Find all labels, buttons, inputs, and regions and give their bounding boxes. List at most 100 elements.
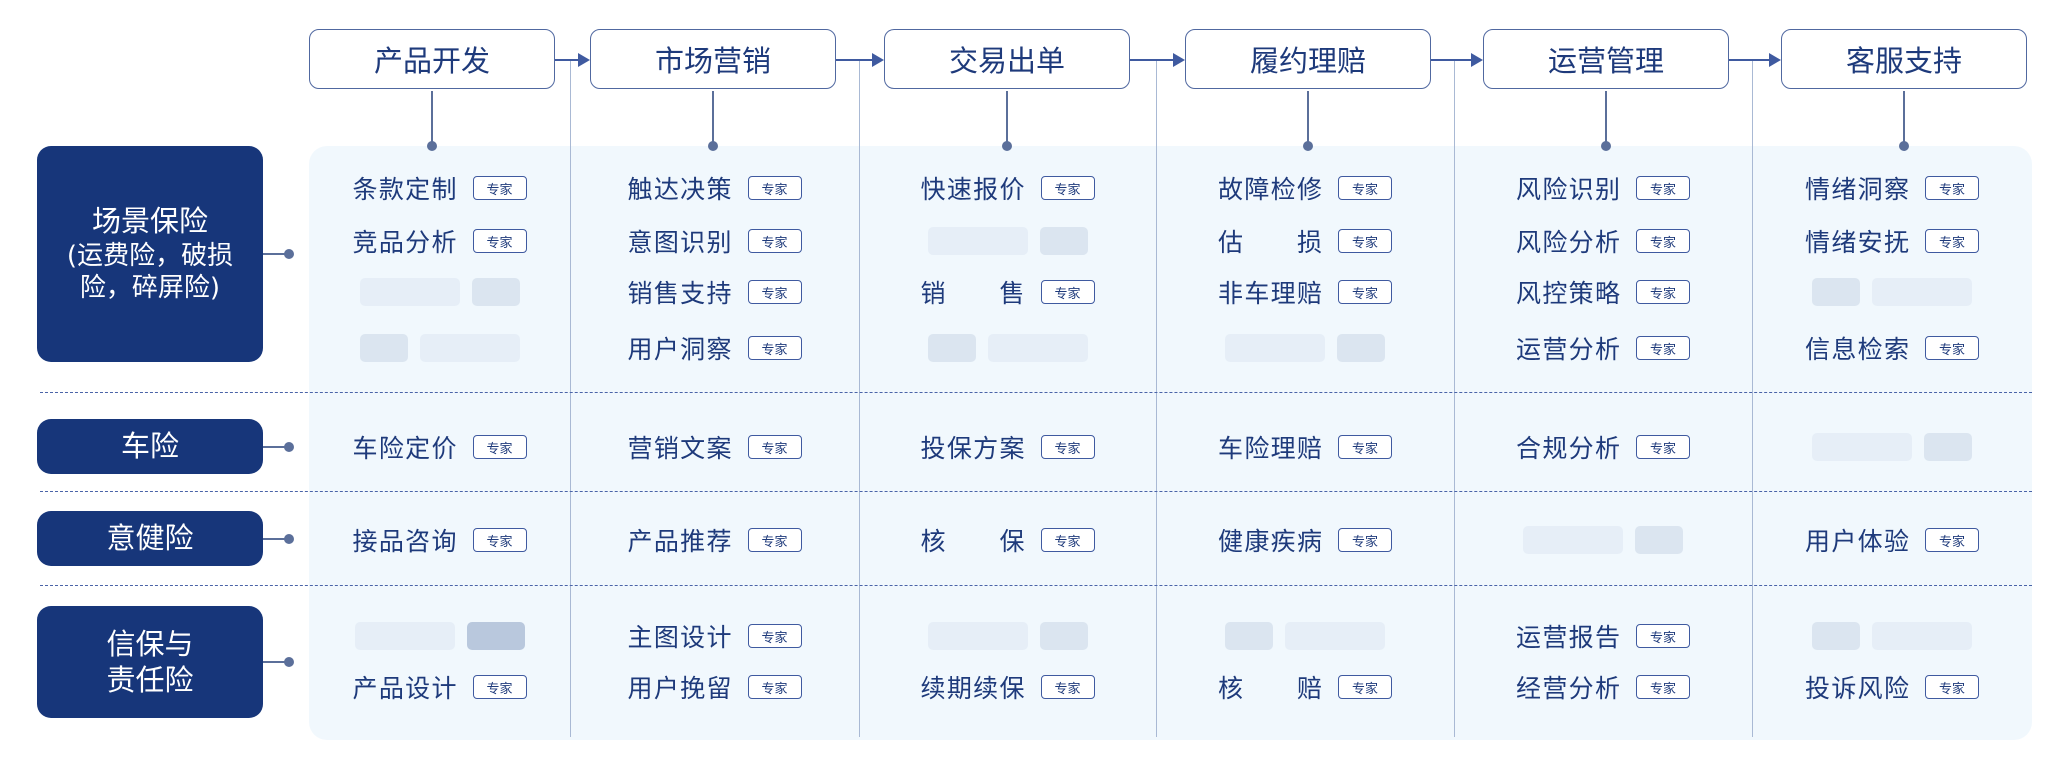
column-divider xyxy=(1156,59,1157,737)
expert-badge: 专家 xyxy=(747,675,802,699)
capability-item[interactable]: 风险分析 专家 xyxy=(1516,223,1690,259)
arrow-icon xyxy=(1431,53,1483,67)
matrix-panel xyxy=(309,146,2032,740)
category-subtitle: (运费险，破损险，碎屏险) xyxy=(66,240,234,304)
capability-label: 销售 xyxy=(920,279,1025,308)
placeholder-item xyxy=(1225,622,1385,650)
expert-badge: 专家 xyxy=(1338,435,1392,459)
capability-item[interactable]: 风险识别 专家 xyxy=(1516,170,1690,206)
capability-label: 用户体验 xyxy=(1805,527,1909,556)
capability-item[interactable]: 产品设计 专家 xyxy=(353,669,527,705)
stage-connector xyxy=(712,91,714,146)
capability-item[interactable]: 投诉风险 专家 xyxy=(1805,669,1979,705)
expert-badge: 专家 xyxy=(1636,336,1690,360)
placeholder-bar xyxy=(1523,526,1623,554)
category-title: 车险 xyxy=(120,429,179,464)
capability-item[interactable]: 触达决策 专家 xyxy=(628,170,802,206)
capability-item[interactable]: 意图识别 专家 xyxy=(628,223,802,259)
placeholder-bar xyxy=(1812,622,1860,650)
capability-label: 产品推荐 xyxy=(627,527,732,556)
expert-badge: 专家 xyxy=(1338,229,1392,253)
placeholder-bar xyxy=(1039,622,1088,650)
expert-badge: 专家 xyxy=(472,675,527,699)
category-text: 场景保险 (运费险，破损险，碎屏险) xyxy=(37,203,263,304)
capability-item[interactable]: 核赔 专家 xyxy=(1218,669,1392,705)
column-divider xyxy=(1454,59,1455,737)
capability-item[interactable]: 产品推荐 专家 xyxy=(628,522,802,558)
expert-badge: 专家 xyxy=(1040,435,1095,459)
capability-item[interactable]: 用户洞察 专家 xyxy=(628,330,802,366)
expert-badge: 专家 xyxy=(1925,528,1979,552)
capability-item[interactable]: 估损 专家 xyxy=(1218,223,1392,259)
placeholder-bar xyxy=(927,334,976,362)
capability-item[interactable]: 用户体验 专家 xyxy=(1805,522,1979,558)
capability-item[interactable]: 快速报价 专家 xyxy=(921,170,1095,206)
placeholder-bar xyxy=(466,622,525,650)
capability-item[interactable]: 经营分析 专家 xyxy=(1516,669,1690,705)
placeholder-bar xyxy=(359,278,460,306)
placeholder-bar xyxy=(354,622,455,650)
category-title: 信保与 责任险 xyxy=(106,626,194,697)
capability-item[interactable]: 运营报告 专家 xyxy=(1516,618,1690,654)
capability-label: 用户挽留 xyxy=(627,674,732,703)
connector-dot xyxy=(1303,141,1313,151)
capability-label: 故障检修 xyxy=(1218,175,1322,204)
placeholder-bar xyxy=(1812,433,1912,461)
placeholder-bar xyxy=(1225,622,1273,650)
placeholder-item xyxy=(1812,622,1972,650)
connector-dot xyxy=(1601,141,1611,151)
capability-item[interactable]: 核保 专家 xyxy=(921,522,1095,558)
category-label: 信保与 责任险 xyxy=(37,606,263,718)
column-divider xyxy=(1752,59,1753,737)
capability-label: 合规分析 xyxy=(1516,434,1620,463)
capability-item[interactable]: 情绪安抚 专家 xyxy=(1805,223,1979,259)
expert-badge: 专家 xyxy=(1636,624,1690,648)
capability-item[interactable]: 销售 专家 xyxy=(921,274,1095,310)
capability-item[interactable]: 信息检索 专家 xyxy=(1805,330,1979,366)
capability-item[interactable]: 竞品分析 专家 xyxy=(353,223,527,259)
stage-header: 履约理赔 xyxy=(1185,29,1431,89)
capability-label: 快速报价 xyxy=(920,175,1025,204)
expert-badge: 专家 xyxy=(747,336,802,360)
stage-header: 产品开发 xyxy=(309,29,555,89)
connector-dot xyxy=(708,141,718,151)
capability-label: 营销文案 xyxy=(627,434,732,463)
capability-label: 续期续保 xyxy=(920,674,1025,703)
placeholder-bar xyxy=(1924,433,1972,461)
capability-item[interactable]: 故障检修 专家 xyxy=(1218,170,1392,206)
section-divider xyxy=(40,392,2032,393)
capability-item[interactable]: 风控策略 专家 xyxy=(1516,274,1690,310)
capability-item[interactable]: 投保方案 专家 xyxy=(921,429,1095,465)
capability-item[interactable]: 健康疾病 专家 xyxy=(1218,522,1392,558)
placeholder-bar xyxy=(1635,526,1683,554)
placeholder-item xyxy=(354,622,525,650)
expert-badge: 专家 xyxy=(1338,280,1392,304)
expert-badge: 专家 xyxy=(747,624,802,648)
placeholder-bar xyxy=(1225,334,1325,362)
placeholder-bar xyxy=(1285,622,1385,650)
capability-item[interactable]: 情绪洞察 专家 xyxy=(1805,170,1979,206)
capability-item[interactable]: 营销文案 专家 xyxy=(628,429,802,465)
capability-item[interactable]: 车险定价 专家 xyxy=(353,429,527,465)
expert-badge: 专家 xyxy=(1338,528,1392,552)
capability-item[interactable]: 非车理赔 专家 xyxy=(1218,274,1392,310)
capability-label: 核保 xyxy=(920,527,1025,556)
capability-item[interactable]: 条款定制 专家 xyxy=(353,170,527,206)
placeholder-bar xyxy=(359,334,408,362)
capability-item[interactable]: 续期续保 专家 xyxy=(921,669,1095,705)
capability-item[interactable]: 主图设计 专家 xyxy=(628,618,802,654)
arrow-icon xyxy=(555,53,590,67)
connector-dot xyxy=(1002,141,1012,151)
capability-item[interactable]: 运营分析 专家 xyxy=(1516,330,1690,366)
placeholder-item xyxy=(1225,334,1385,362)
placeholder-bar xyxy=(1872,278,1972,306)
capability-item[interactable]: 接品咨询 专家 xyxy=(353,522,527,558)
category-connector xyxy=(263,537,288,540)
capability-item[interactable]: 销售支持 专家 xyxy=(628,274,802,310)
capability-item[interactable]: 合规分析 专家 xyxy=(1516,429,1690,465)
capability-item[interactable]: 用户挽留 专家 xyxy=(628,669,802,705)
stage-connector xyxy=(431,91,433,146)
capability-item[interactable]: 车险理赔 专家 xyxy=(1218,429,1392,465)
capability-label: 经营分析 xyxy=(1516,674,1620,703)
expert-badge: 专家 xyxy=(747,528,802,552)
